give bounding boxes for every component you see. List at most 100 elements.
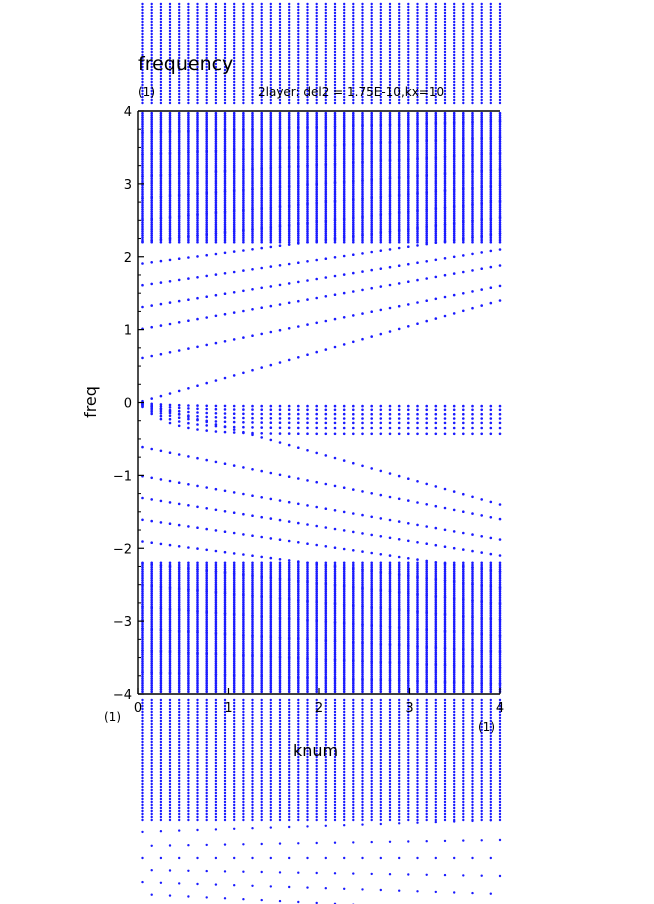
data-point bbox=[168, 690, 172, 694]
data-point bbox=[141, 140, 144, 143]
data-point bbox=[352, 314, 355, 317]
data-point bbox=[306, 479, 309, 482]
data-point bbox=[177, 349, 181, 352]
data-point bbox=[159, 589, 163, 593]
data-point bbox=[159, 125, 163, 128]
data-point bbox=[150, 541, 153, 544]
data-point bbox=[416, 523, 419, 527]
data-point bbox=[187, 149, 190, 152]
data-point bbox=[242, 111, 245, 115]
data-point bbox=[187, 219, 190, 222]
data-point bbox=[150, 576, 153, 580]
data-point bbox=[141, 614, 144, 617]
data-point bbox=[480, 408, 484, 412]
data-point bbox=[251, 412, 254, 416]
data-point bbox=[361, 404, 364, 408]
data-point bbox=[177, 188, 181, 191]
data-point bbox=[141, 203, 144, 207]
data-point bbox=[159, 352, 163, 356]
data-point bbox=[141, 111, 144, 115]
data-point bbox=[150, 205, 153, 209]
data-point bbox=[306, 542, 309, 545]
data-point bbox=[370, 432, 374, 436]
data-point bbox=[471, 404, 474, 408]
data-point bbox=[187, 179, 190, 183]
data-point bbox=[287, 358, 291, 362]
data-point bbox=[150, 581, 153, 584]
data-point bbox=[297, 446, 300, 450]
data-point bbox=[196, 673, 199, 676]
data-point bbox=[205, 404, 208, 408]
data-point bbox=[187, 675, 190, 678]
data-point bbox=[187, 644, 190, 648]
data-point bbox=[150, 118, 153, 121]
data-point bbox=[352, 421, 355, 425]
data-point bbox=[223, 340, 227, 343]
data-point bbox=[159, 587, 163, 591]
data-point bbox=[196, 238, 199, 242]
data-point bbox=[168, 417, 172, 421]
data-point bbox=[260, 535, 264, 539]
data-point bbox=[342, 432, 346, 436]
data-point bbox=[159, 188, 163, 191]
data-point bbox=[196, 201, 199, 205]
data-point bbox=[196, 688, 199, 691]
data-point bbox=[159, 570, 163, 573]
data-point bbox=[187, 404, 190, 407]
data-point bbox=[352, 530, 355, 534]
data-point bbox=[159, 614, 163, 617]
data-point bbox=[196, 208, 199, 211]
data-point bbox=[452, 530, 456, 533]
data-point bbox=[489, 500, 493, 504]
data-point bbox=[196, 620, 199, 624]
data-point bbox=[297, 421, 300, 425]
data-point bbox=[205, 429, 208, 432]
data-point bbox=[480, 412, 484, 416]
data-point bbox=[168, 479, 172, 483]
data-point bbox=[251, 334, 254, 338]
data-point bbox=[370, 412, 374, 416]
data-point bbox=[196, 644, 199, 648]
data-point bbox=[251, 534, 254, 537]
data-point bbox=[196, 484, 199, 488]
data-point bbox=[159, 675, 163, 678]
data-point bbox=[397, 497, 401, 501]
data-point bbox=[370, 417, 374, 420]
data-point bbox=[168, 122, 172, 126]
data-point bbox=[397, 246, 401, 250]
data-point bbox=[196, 614, 199, 617]
data-point bbox=[150, 282, 153, 286]
data-point bbox=[159, 616, 163, 619]
data-point bbox=[150, 572, 153, 576]
data-point bbox=[159, 618, 163, 621]
data-point bbox=[407, 245, 410, 248]
data-point bbox=[361, 532, 364, 535]
data-point bbox=[150, 212, 153, 216]
data-point bbox=[498, 299, 502, 302]
data-point bbox=[242, 421, 245, 424]
data-point bbox=[260, 469, 264, 473]
data-point bbox=[141, 118, 144, 121]
data-point bbox=[315, 412, 319, 416]
data-point bbox=[214, 252, 218, 256]
data-point bbox=[361, 417, 364, 420]
data-point bbox=[168, 181, 172, 185]
data-point bbox=[242, 336, 245, 339]
data-point bbox=[260, 496, 264, 499]
data-point bbox=[187, 561, 190, 565]
data-point bbox=[196, 666, 199, 670]
data-point bbox=[159, 581, 163, 584]
data-point bbox=[269, 690, 273, 694]
data-point bbox=[196, 579, 199, 582]
data-point bbox=[196, 642, 199, 645]
data-point bbox=[168, 258, 172, 262]
data-point bbox=[196, 225, 199, 229]
data-point bbox=[471, 252, 474, 256]
data-point bbox=[187, 426, 190, 430]
data-point bbox=[297, 280, 300, 284]
data-point bbox=[205, 407, 208, 411]
data-point bbox=[416, 111, 419, 115]
data-point bbox=[214, 379, 218, 382]
data-point bbox=[278, 408, 282, 412]
data-point bbox=[177, 624, 181, 628]
